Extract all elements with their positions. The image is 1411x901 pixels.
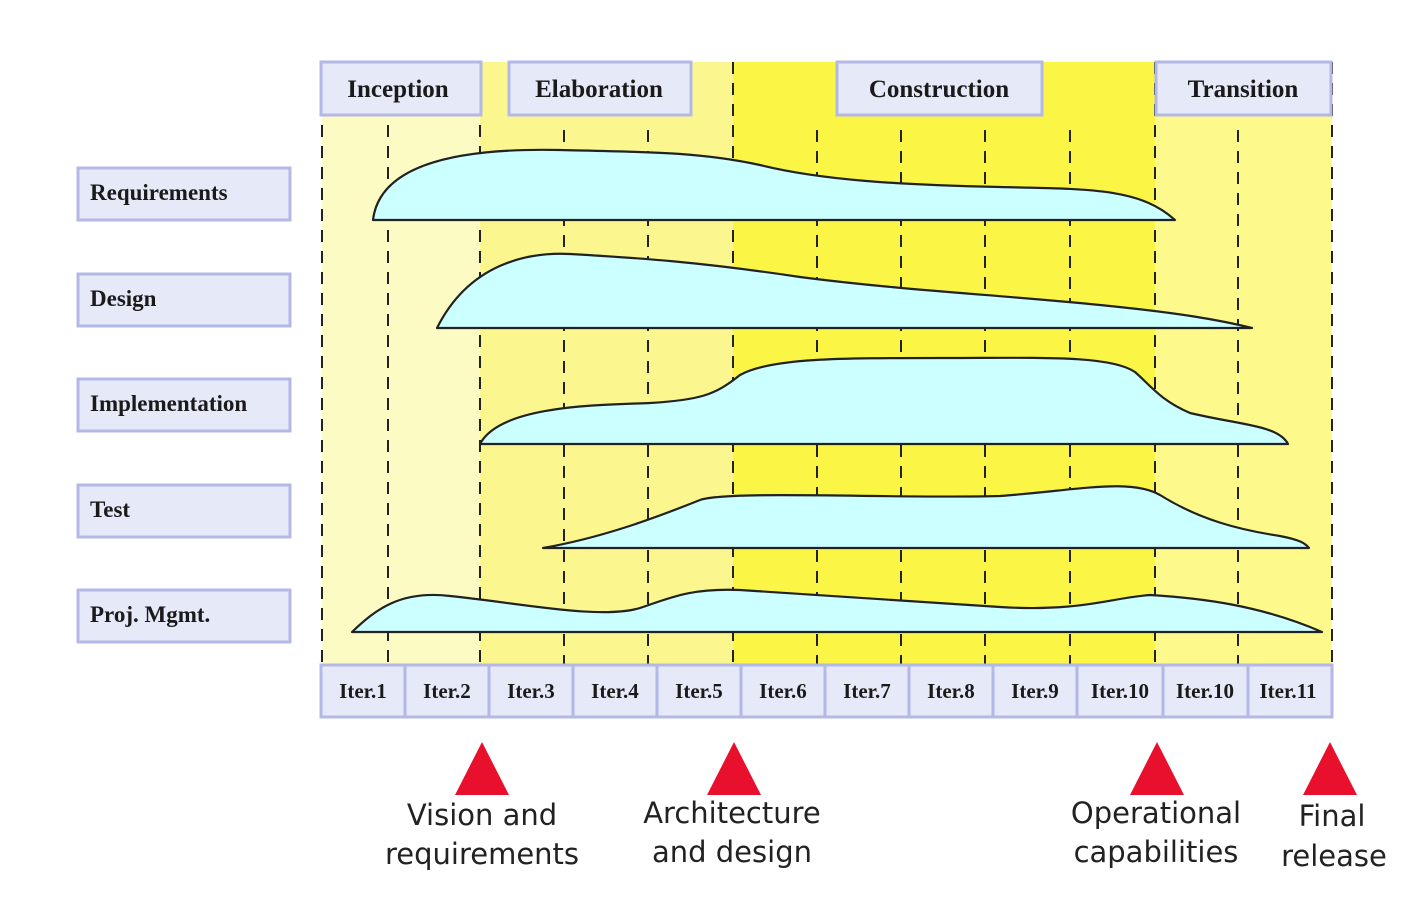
phase-header-box: [507, 60, 693, 117]
discipline-box: [76, 166, 292, 222]
phase-header-label: Inception: [347, 76, 449, 103]
iteration-box: [1246, 663, 1334, 719]
iteration-label: Iter.5: [675, 679, 723, 703]
iteration-box: [487, 663, 575, 719]
iteration-box: [655, 663, 743, 719]
iteration-label: Iter.8: [927, 679, 975, 703]
transition-band: [1155, 62, 1332, 664]
iteration-box: [823, 663, 911, 719]
discipline-box: [76, 377, 292, 433]
iteration-box: [319, 663, 407, 719]
phase-header-label: Construction: [869, 76, 1009, 103]
requirements-hump: [371, 148, 1177, 222]
phase-header-construction: Construction: [835, 60, 1044, 117]
milestone-label-line: Architecture: [643, 796, 821, 830]
milestone-label-line: Final: [1299, 799, 1366, 833]
discipline-implementation: Implementation: [76, 377, 292, 433]
iteration-cell: Iter.11: [1246, 663, 1334, 719]
discipline-proj-mgmt: Proj. Mgmt.: [76, 588, 292, 644]
phase-headers: Inception Elaboration Construction Trans…: [319, 60, 1333, 117]
phase-header-label: Elaboration: [535, 76, 663, 103]
iteration-cell: Iter.10: [1161, 663, 1250, 719]
proj-mgmt-hump: [350, 588, 1324, 634]
iteration-cell: Iter.1: [319, 663, 407, 719]
discipline-test: Test: [76, 483, 292, 539]
design-hump: [435, 252, 1254, 330]
iteration-label: Iter.10: [1091, 679, 1149, 703]
iteration-label: Iter.6: [759, 679, 807, 703]
iteration-label: Iter.10: [1176, 679, 1234, 703]
iteration-cell: Iter.5: [655, 663, 743, 719]
iteration-cell: Iter.10: [1075, 663, 1165, 719]
phase-header-box: [1154, 60, 1333, 117]
iteration-label: Iter.4: [591, 679, 639, 703]
phase-header-box: [835, 60, 1044, 117]
iteration-cell: Iter.3: [487, 663, 575, 719]
iteration-label: Iter.3: [507, 679, 555, 703]
discipline-labels: Requirements Design Implementation Test …: [76, 166, 292, 644]
iteration-cell: Iter.4: [571, 663, 659, 719]
milestone-vision: Vision and requirements: [385, 742, 579, 871]
milestone-triangle-icon: [1130, 742, 1184, 795]
milestone-label-line: Operational: [1071, 796, 1241, 830]
phase-header-transition: Transition: [1154, 60, 1333, 117]
phase-header-box: [319, 60, 483, 117]
iteration-cell: Iter.8: [907, 663, 995, 719]
discipline-box: [76, 272, 292, 328]
iteration-box: [991, 663, 1079, 719]
activity-humps: [350, 148, 1324, 634]
discipline-label: Requirements: [90, 180, 228, 205]
iteration-box: [1075, 663, 1165, 719]
iteration-cell: Iter.9: [991, 663, 1079, 719]
discipline-label: Proj. Mgmt.: [90, 602, 210, 627]
iteration-row: Iter.1 Iter.2 Iter.3 Iter.4 Iter.5 Iter.…: [319, 663, 1334, 719]
iteration-label: Iter.7: [843, 679, 891, 703]
discipline-label: Test: [90, 497, 130, 522]
milestones: Vision and requirements Architecture and…: [385, 742, 1387, 873]
milestone-triangle-icon: [1303, 742, 1357, 795]
iteration-label: Iter.2: [423, 679, 471, 703]
implementation-hump: [478, 356, 1290, 446]
milestone-triangle-icon: [455, 742, 509, 795]
phase-header-label: Transition: [1188, 76, 1299, 103]
milestone-architecture: Architecture and design: [643, 742, 821, 869]
iteration-cell: Iter.6: [739, 663, 827, 719]
iteration-box: [739, 663, 827, 719]
iteration-box: [907, 663, 995, 719]
milestone-triangle-icon: [707, 742, 761, 795]
discipline-label: Design: [90, 286, 157, 311]
iteration-cell: Iter.2: [403, 663, 491, 719]
milestone-label-line: Vision and: [407, 798, 557, 832]
discipline-box: [76, 588, 292, 644]
milestone-final-release: Final release: [1281, 742, 1387, 873]
discipline-design: Design: [76, 272, 292, 328]
inception-band: [322, 62, 480, 664]
test-hump: [541, 485, 1311, 550]
iteration-label: Iter.1: [339, 679, 387, 703]
milestone-label-line: requirements: [385, 837, 579, 871]
milestone-label-line: capabilities: [1074, 835, 1239, 869]
iteration-label: Iter.9: [1011, 679, 1059, 703]
phase-header-elaboration: Elaboration: [507, 60, 693, 117]
discipline-box: [76, 483, 292, 539]
milestone-label-line: release: [1281, 839, 1387, 873]
iteration-label: Iter.11: [1260, 679, 1317, 703]
milestone-label-line: and design: [652, 835, 812, 869]
iteration-box: [403, 663, 491, 719]
phase-header-inception: Inception: [319, 60, 483, 117]
discipline-requirements: Requirements: [76, 166, 292, 222]
iteration-cell: Iter.7: [823, 663, 911, 719]
milestone-operational: Operational capabilities: [1071, 742, 1241, 869]
discipline-label: Implementation: [90, 391, 247, 416]
